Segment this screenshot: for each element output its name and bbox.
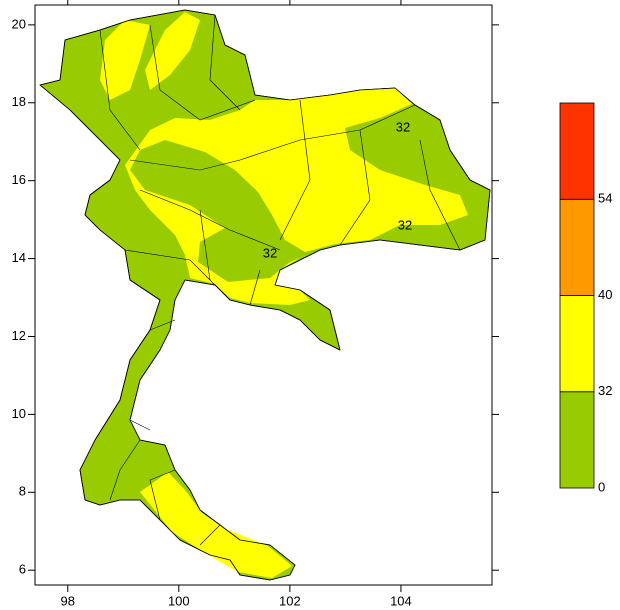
colorbar-label: 54 — [598, 191, 612, 206]
yellow-region — [100, 20, 150, 100]
y-tick-label: 8 — [19, 484, 26, 499]
y-tick-label: 10 — [12, 406, 26, 421]
contour-label: 32 — [396, 119, 410, 134]
y-tick-label: 20 — [12, 16, 26, 31]
y-tick-label: 14 — [12, 250, 26, 265]
colorbar-band — [559, 391, 595, 489]
colorbar-band — [559, 198, 595, 296]
y-tick-label: 6 — [19, 562, 26, 577]
colorbar-label: 0 — [598, 479, 605, 494]
y-tick-label: 16 — [12, 172, 26, 187]
x-tick-label: 98 — [61, 593, 75, 608]
colorbar-label: 32 — [598, 383, 612, 398]
contour-label: 32 — [263, 245, 277, 260]
yellow-region — [145, 12, 200, 90]
contour-label: 32 — [398, 217, 412, 232]
y-tick-label: 18 — [12, 94, 26, 109]
yellow-region — [140, 472, 292, 578]
x-tick-label: 104 — [390, 593, 412, 608]
yellow-region — [125, 88, 468, 305]
colorbar-band — [559, 102, 595, 200]
land — [39, 9, 491, 581]
x-tick-label: 102 — [279, 593, 301, 608]
y-tick-label: 12 — [12, 328, 26, 343]
plot-frame — [34, 4, 493, 586]
x-tick-label: 100 — [168, 593, 190, 608]
colorbar-label: 40 — [598, 287, 612, 302]
colorbar-band — [559, 295, 595, 393]
province-borders — [99, 14, 461, 546]
